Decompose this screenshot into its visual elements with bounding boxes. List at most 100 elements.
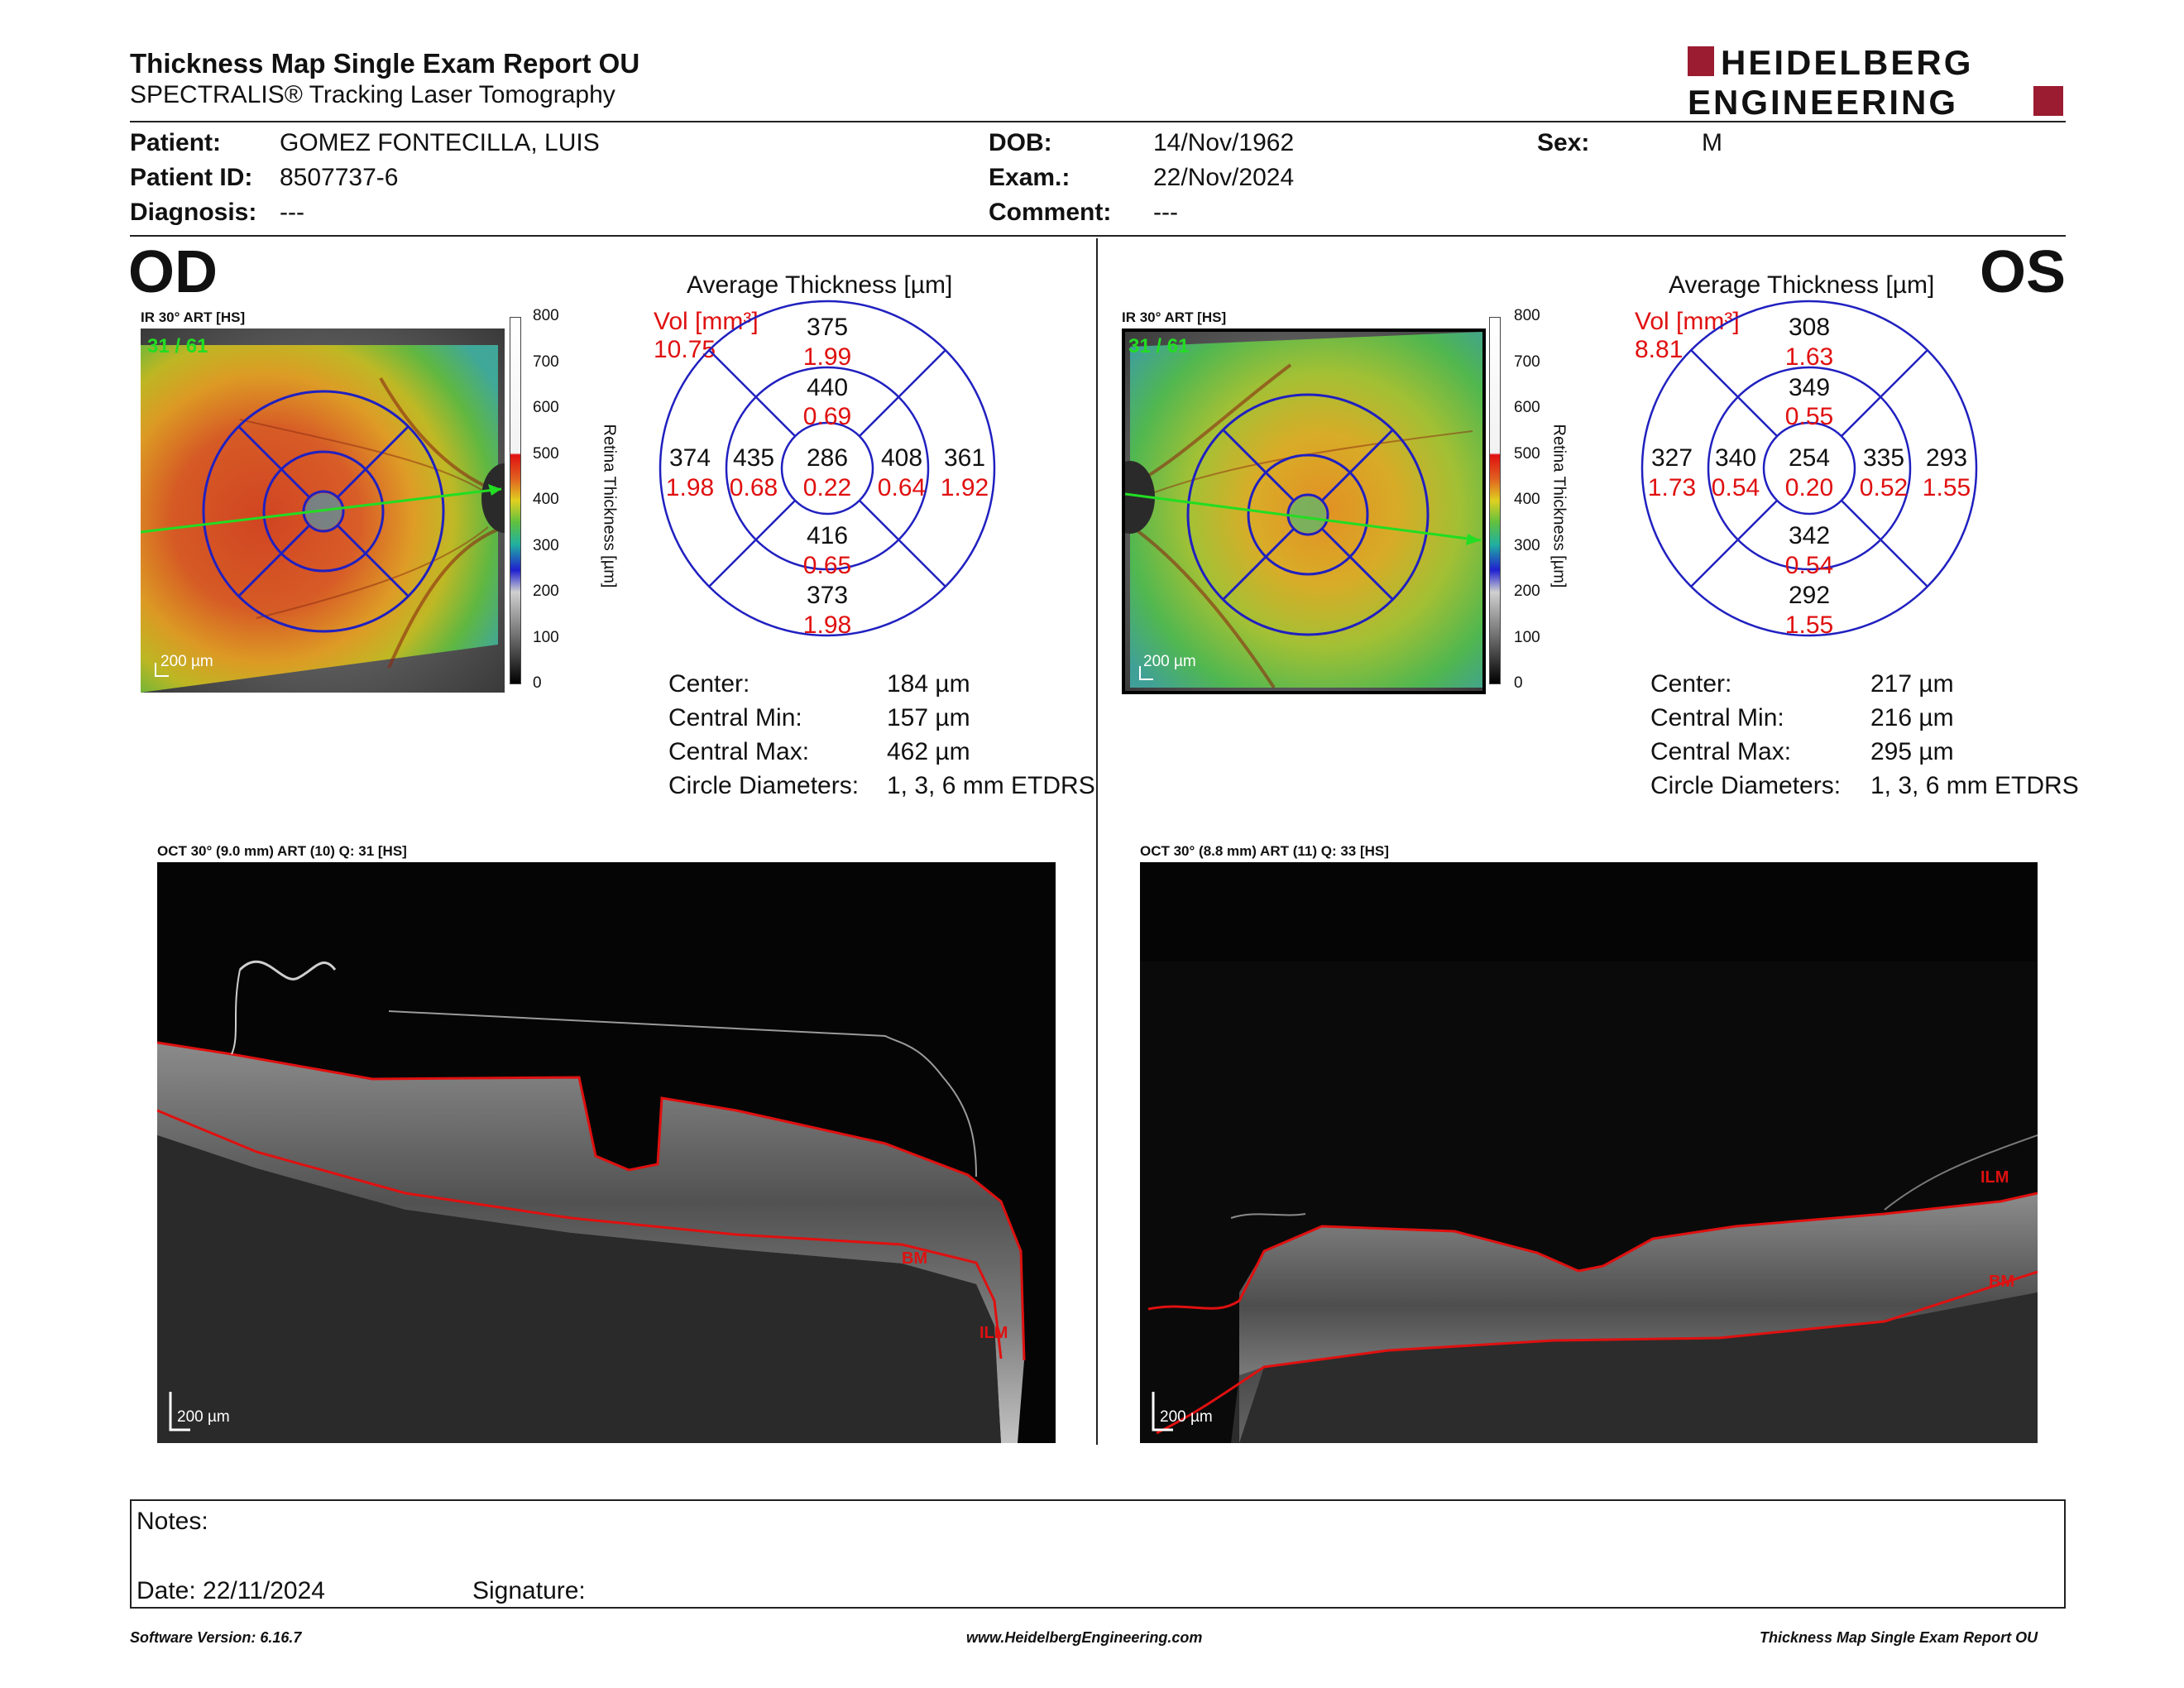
od-eye-label: OD <box>128 239 218 305</box>
od-oct-scale: 200 µm <box>177 1408 230 1426</box>
exam-label: Exam.: <box>989 164 1070 191</box>
dob-label: DOB: <box>989 129 1052 156</box>
od-inner-inf-thick: 416 <box>807 522 848 549</box>
od-stat-max-label: Central Max: <box>668 738 810 765</box>
os-tick-100: 100 <box>1514 629 1540 646</box>
od-inner-nas-thick: 408 <box>881 444 922 472</box>
os-outer-nas-vol: 1.55 <box>1923 474 1971 501</box>
od-outer-nas-vol: 1.92 <box>941 474 989 501</box>
os-inner-sup-vol: 0.55 <box>1785 403 1833 430</box>
diagnosis-value: --- <box>280 199 304 226</box>
os-ir-label: IR 30° ART [HS] <box>1122 309 1227 325</box>
od-inner-temp-vol: 0.68 <box>730 474 778 501</box>
dob-value: 14/Nov/1962 <box>1153 129 1295 156</box>
od-outer-sup-thick: 375 <box>807 314 848 341</box>
od-tick-500: 500 <box>533 445 559 463</box>
os-oct-label: OCT 30° (8.8 mm) ART (11) Q: 33 [HS] <box>1140 843 1389 859</box>
os-eye-label: OS <box>1980 239 2067 305</box>
od-stat-center-label: Center: <box>668 670 750 698</box>
os-stat-max-value: 295 µm <box>1870 738 1954 765</box>
od-tick-200: 200 <box>533 583 559 600</box>
od-inner-sup-thick: 440 <box>807 374 848 401</box>
os-colorbar-title: Retina Thickness [µm] <box>1549 424 1569 588</box>
os-inner-temp-thick: 340 <box>1715 444 1756 472</box>
od-oct-scan: BM ILM 200 µm <box>157 862 1056 1443</box>
od-oct-label: OCT 30° (9.0 mm) ART (10) Q: 31 [HS] <box>157 843 407 859</box>
logo-text-heidelberg: HEIDELBERG <box>1721 45 1973 82</box>
os-colorbar-ticks: 800 700 600 500 400 300 200 100 0 <box>1514 307 1550 696</box>
os-avg-title: Average Thickness [µm] <box>1669 271 1935 299</box>
os-vol-value: 8.81 <box>1635 336 1684 363</box>
os-outer-sup-vol: 1.63 <box>1785 343 1833 371</box>
od-inner-temp-thick: 435 <box>733 444 774 472</box>
os-stat-center-value: 217 µm <box>1870 670 1954 698</box>
os-outer-temp-vol: 1.73 <box>1648 474 1696 501</box>
os-inner-temp-vol: 0.54 <box>1712 474 1760 501</box>
report-title: Thickness Map Single Exam Report OU <box>130 48 640 79</box>
notes-label: Notes: <box>136 1508 208 1535</box>
od-outer-temp-thick: 374 <box>669 444 711 472</box>
patient-divider <box>130 235 2066 237</box>
patient-name: GOMEZ FONTECILLA, LUIS <box>280 129 600 156</box>
os-etdrs-grid: 308 1.63 349 0.55 254 0.20 340 0.54 335 … <box>1640 299 1979 639</box>
report-subtitle: SPECTRALIS® Tracking Laser Tomography <box>130 81 615 108</box>
os-tick-800: 800 <box>1514 307 1540 324</box>
od-tick-800: 800 <box>533 307 559 324</box>
os-stat-min-value: 216 µm <box>1870 704 1954 731</box>
os-ir-scale: 200 µm <box>1143 653 1196 670</box>
od-outer-sup-vol: 1.99 <box>803 343 851 371</box>
os-colorbar <box>1489 317 1501 684</box>
patient-label: Patient: <box>130 129 222 156</box>
od-outer-temp-vol: 1.98 <box>666 474 714 501</box>
center-divider <box>1096 238 1098 1445</box>
sex-value: M <box>1702 129 1722 156</box>
os-oct-scale: 200 µm <box>1160 1408 1213 1426</box>
os-thickness-map: 31 / 61 200 µm <box>1122 328 1486 694</box>
os-tick-500: 500 <box>1514 445 1540 463</box>
od-outer-inf-vol: 1.98 <box>803 611 851 638</box>
od-tick-700: 700 <box>533 353 559 371</box>
footer-website[interactable]: www.HeidelbergEngineering.com <box>966 1629 1203 1646</box>
os-oct-bm-label: BM <box>1989 1273 2015 1291</box>
od-ir-scale: 200 µm <box>160 653 213 670</box>
footer-report-name: Thickness Map Single Exam Report OU <box>1760 1629 2038 1646</box>
od-oct-bm-label: BM <box>902 1249 928 1268</box>
os-oct-ilm-label: ILM <box>1980 1168 2009 1187</box>
os-vol-label: Vol [mm³] <box>1635 308 1740 335</box>
exam-value: 22/Nov/2024 <box>1153 164 1295 191</box>
od-tick-600: 600 <box>533 399 559 416</box>
sex-label: Sex: <box>1537 129 1590 156</box>
od-thickness-map: 31 / 61 200 µm <box>141 328 505 693</box>
od-inner-nas-vol: 0.64 <box>878 474 926 501</box>
os-tick-700: 700 <box>1514 353 1540 371</box>
os-inner-nas-thick: 335 <box>1863 444 1904 472</box>
os-outer-nas-thick: 293 <box>1926 444 1967 472</box>
od-stat-diam-value: 1, 3, 6 mm ETDRS <box>887 772 1095 799</box>
footer-software: Software Version: 6.16.7 <box>130 1629 302 1646</box>
od-oct-ilm-label: ILM <box>979 1324 1008 1342</box>
os-scan-counter: 31 / 61 <box>1128 335 1190 357</box>
od-center-thick: 286 <box>807 444 848 472</box>
os-stat-min-label: Central Min: <box>1650 704 1784 731</box>
os-stat-diam-value: 1, 3, 6 mm ETDRS <box>1870 772 2079 799</box>
os-inner-inf-vol: 0.54 <box>1785 552 1833 579</box>
os-center-thick: 254 <box>1789 444 1830 472</box>
date-label: Date: 22/11/2024 <box>136 1577 325 1604</box>
header-divider <box>130 121 2066 122</box>
od-stat-min-label: Central Min: <box>668 704 802 731</box>
od-avg-title: Average Thickness [µm] <box>687 271 953 299</box>
od-stat-max-value: 462 µm <box>887 738 970 765</box>
od-inner-inf-vol: 0.65 <box>803 552 851 579</box>
od-scan-counter: 31 / 61 <box>147 335 208 357</box>
os-tick-400: 400 <box>1514 491 1540 508</box>
signature-label: Signature: <box>472 1577 586 1604</box>
os-tick-200: 200 <box>1514 583 1540 600</box>
od-etdrs-grid: 375 1.99 440 0.69 286 0.22 435 0.68 408 … <box>658 299 997 639</box>
os-tick-0: 0 <box>1514 674 1523 692</box>
patient-id: 8507737-6 <box>280 164 399 191</box>
od-ir-label: IR 30° ART [HS] <box>141 309 246 325</box>
os-stat-center-label: Center: <box>1650 670 1732 698</box>
os-oct-scan: ILM BM 200 µm <box>1140 862 2038 1443</box>
od-outer-nas-thick: 361 <box>944 444 985 472</box>
od-tick-100: 100 <box>533 629 559 646</box>
